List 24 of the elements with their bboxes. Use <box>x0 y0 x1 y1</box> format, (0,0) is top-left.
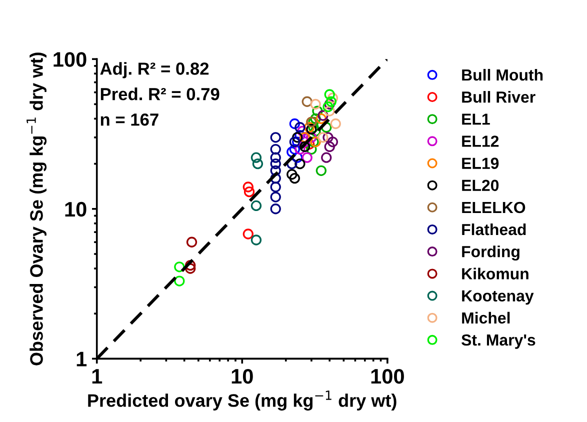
legend-label: EL20 <box>462 180 499 192</box>
annotation: n = 167 <box>100 113 158 126</box>
legend-label: Bull River <box>462 91 536 103</box>
annotation: Pred. R² = 0.79 <box>100 88 220 100</box>
legend-label: Kootenay <box>462 290 534 305</box>
y-tick-label: 10 <box>65 202 86 217</box>
y-axis-title: Observed Ovary Se (mg kg$^{−1}$ dry wt) <box>26 52 47 366</box>
legend-label: Michel <box>462 312 510 324</box>
x-tick-label: 1 <box>92 369 102 384</box>
legend-label: St. Mary's <box>462 334 536 349</box>
legend-label: EL12 <box>462 136 499 147</box>
legend-label: EL19 <box>462 158 499 169</box>
legend-label: ELELKO <box>462 202 526 214</box>
legend-label: Fording <box>462 246 520 261</box>
legend-label: Bull Mouth <box>462 68 543 81</box>
legend-label: Flathead <box>462 223 526 236</box>
annotation: Adj. R² = 0.82 <box>100 62 209 78</box>
legend-label: Kikomun <box>462 268 528 280</box>
legend-label: EL1 <box>462 114 490 125</box>
x-tick-label: 10 <box>232 368 253 384</box>
x-axis-title: Predicted ovary Se (mg kg$^{−1}$ dry wt) <box>88 390 396 411</box>
y-tick-label: 1 <box>76 352 87 366</box>
x-tick-label: 100 <box>371 368 404 384</box>
y-tick-label: 100 <box>54 52 86 67</box>
